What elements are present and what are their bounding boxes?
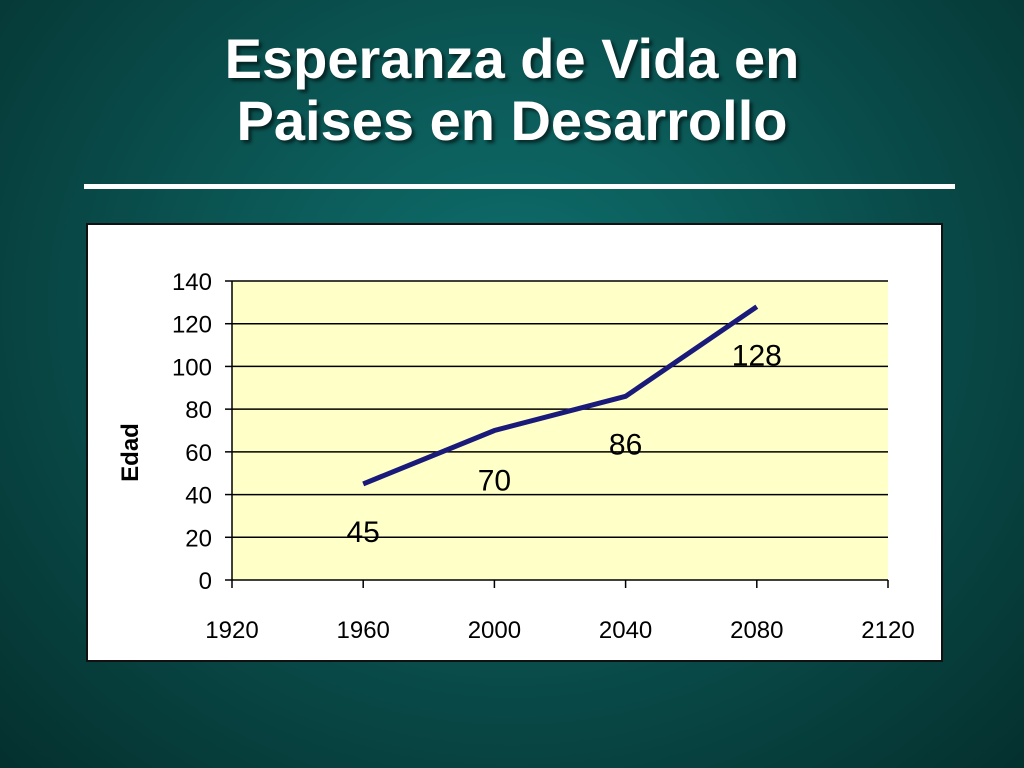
data-label: 86 — [609, 428, 642, 461]
data-label: 128 — [732, 340, 782, 373]
data-label: 70 — [478, 465, 511, 498]
gridlines — [232, 280, 888, 539]
y-tick-label: 100 — [172, 354, 212, 381]
slide-title: Esperanza de Vida en Paises en Desarroll… — [0, 28, 1024, 152]
data-labels: 45 70 86 128 — [347, 340, 782, 549]
y-tick-label: 80 — [185, 397, 212, 424]
x-tick-label: 2040 — [599, 617, 652, 644]
plot-area — [232, 281, 888, 580]
x-tick-label: 2000 — [468, 617, 521, 644]
series-layer — [362, 304, 759, 487]
chart-frame: 0 20 40 60 80 100 120 140 1920 1960 2000 2040 2080 21… — [86, 223, 943, 662]
y-axis-title: Edad — [117, 423, 144, 482]
y-tick-label: 20 — [185, 525, 212, 552]
y-tick-label: 140 — [172, 269, 212, 296]
y-tick-label: 0 — [199, 568, 212, 595]
slide-title-line-2: Paises en Desarrollo — [236, 89, 788, 152]
series-line — [362, 304, 759, 487]
data-label: 45 — [347, 516, 380, 549]
x-tick-label: 1960 — [337, 617, 390, 644]
y-tick-label: 120 — [172, 312, 212, 339]
y-tick-label: 60 — [185, 440, 212, 467]
y-tick-label: 40 — [185, 483, 212, 510]
slide-title-line-1: Esperanza de Vida en — [224, 27, 800, 90]
x-tick-label: 1920 — [205, 617, 258, 644]
title-divider — [84, 184, 955, 189]
x-tick-label: 2120 — [861, 617, 914, 644]
x-tick-label: 2080 — [730, 617, 783, 644]
